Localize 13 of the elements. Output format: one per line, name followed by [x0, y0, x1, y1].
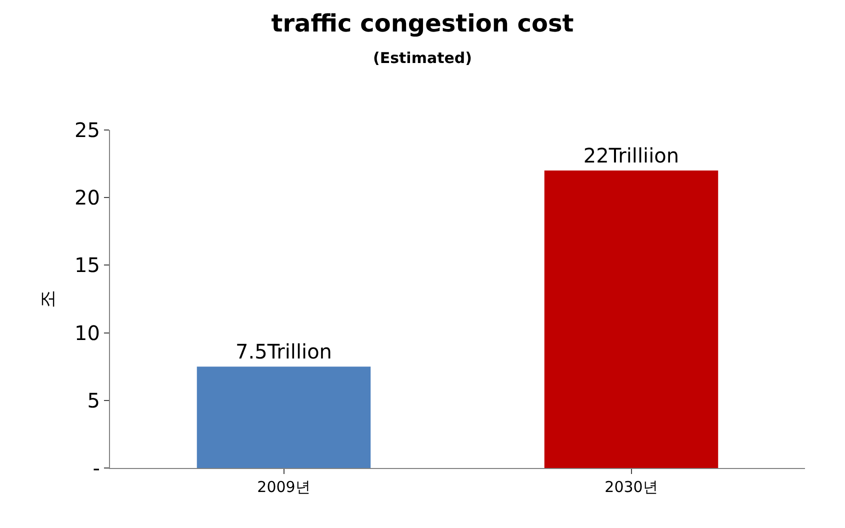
y-tick-label: 5: [87, 388, 100, 412]
y-tick-label: -: [92, 456, 100, 480]
x-tick-label: 2030년: [604, 478, 658, 496]
chart-subtitle: (Estimated): [372, 48, 472, 67]
data-label: 7.5Trillion: [236, 340, 332, 364]
chart-title: traffic congestion cost: [271, 10, 574, 38]
y-tick-label: 15: [74, 253, 100, 278]
y-tick-label: 20: [74, 186, 100, 210]
x-tick-label: 2009년: [257, 478, 310, 496]
y-tick-label: 10: [74, 320, 100, 345]
data-label: 22Trilliion: [583, 144, 680, 168]
y-axis-title: 조: [38, 290, 59, 308]
y-tick-label: 25: [74, 118, 100, 142]
